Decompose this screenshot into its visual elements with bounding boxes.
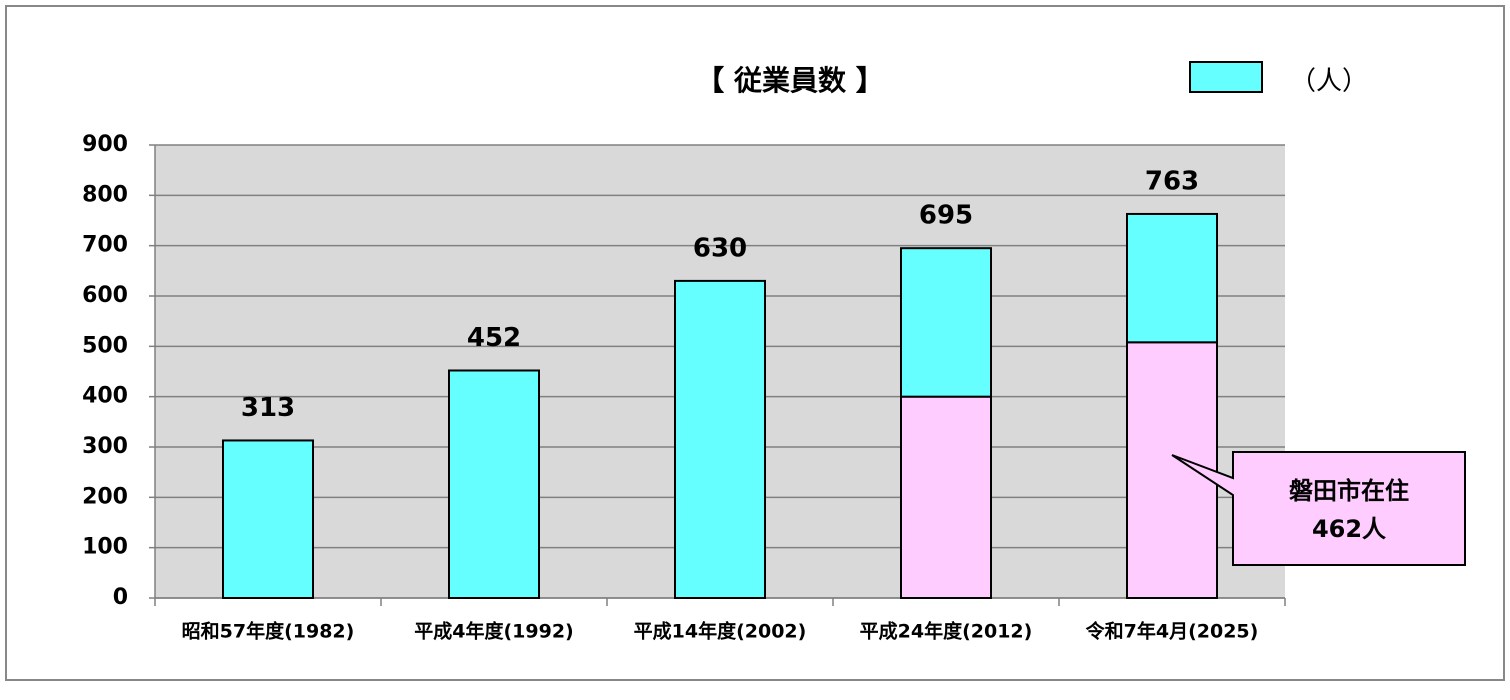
bar-segment [674, 279, 766, 599]
total-label: 630 [693, 233, 747, 263]
callout-box [1171, 451, 1466, 566]
x-tick-label: 令和7年4月(2025) [1086, 620, 1259, 643]
y-tick-label: 900 [82, 132, 128, 157]
marks: 0 100 200 300 400 500 600 700 800 900 昭和57年度(1982)… [82, 132, 1286, 643]
x-tick-label: 平成14年度(2002) [634, 620, 807, 643]
y-tick-label: 600 [82, 283, 128, 308]
total-label: 695 [919, 201, 973, 231]
total-label: 452 [467, 323, 521, 353]
x-tick-label: 平成4年度(1992) [414, 620, 573, 643]
y-tick-label: 800 [82, 182, 128, 207]
y-tick-label: 0 [113, 585, 128, 610]
annotation: 磐田市在住 [1289, 477, 1409, 505]
x-tick-label: 平成24年度(2012) [860, 620, 1033, 643]
legend-label: （人） [1290, 67, 1368, 97]
y-tick-label: 100 [82, 535, 128, 560]
total-label: 313 [241, 393, 295, 423]
chart-title: 【 従業員数 】 [696, 64, 884, 97]
bar-segment [448, 369, 540, 600]
y-tick-label: 500 [82, 333, 128, 358]
annotation: 462人 [1312, 515, 1386, 543]
y-tick-label: 700 [82, 233, 128, 258]
total-label: 763 [1145, 166, 1199, 196]
y-tick-label: 400 [82, 384, 128, 409]
y-tick-label: 200 [82, 484, 128, 509]
legend-swatch [1189, 61, 1263, 93]
bar-segment [900, 395, 992, 599]
bar-segment [222, 439, 314, 599]
bar-segment [900, 247, 992, 398]
y-tick-label: 300 [82, 434, 128, 459]
bar-segment [1126, 212, 1218, 344]
x-tick-label: 昭和57年度(1982) [182, 620, 355, 643]
